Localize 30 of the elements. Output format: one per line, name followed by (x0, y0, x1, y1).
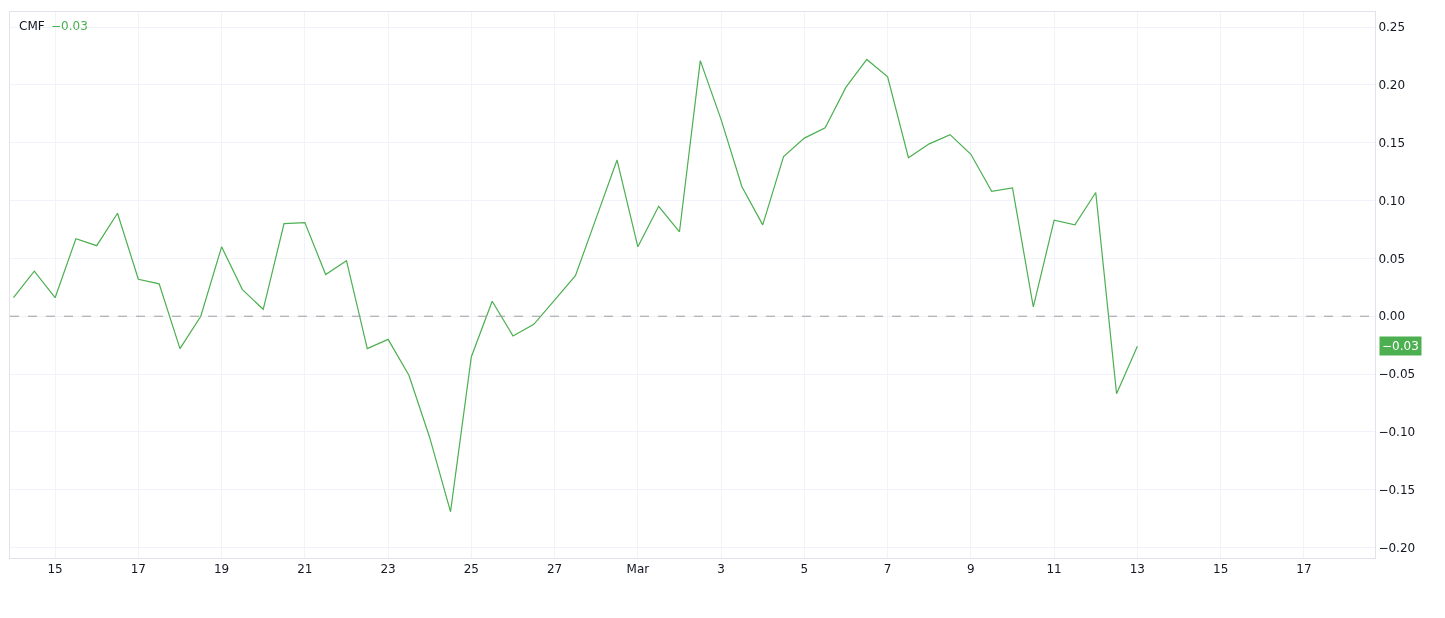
line-series (12, 58, 1138, 513)
annotation: −0.03 (51, 19, 88, 33)
y-tick-label: −0.20 (1378, 540, 1416, 555)
y-tick-label: 0.10 (1378, 193, 1406, 208)
x-tick-label: 27 (546, 562, 563, 577)
x-tick-label: 23 (380, 562, 396, 577)
x-tick-label: 11 (1046, 562, 1062, 577)
y-tick-label: 0.15 (1378, 135, 1406, 150)
y-tick-label: 0.25 (1378, 20, 1406, 35)
x-tick-label: 25 (463, 562, 479, 577)
y-tick-label: 0.05 (1378, 251, 1406, 266)
y-tick-label: −0.10 (1378, 425, 1416, 440)
x-tick-label: 15 (47, 562, 63, 577)
x-tick-label: 3 (717, 562, 725, 577)
x-tick-label: 5 (800, 562, 809, 577)
x-tick-label: 21 (297, 562, 313, 577)
x-tick-label: 13 (1129, 562, 1146, 577)
x-tick-label: 15 (1213, 562, 1229, 577)
text: −0.03 (1382, 339, 1419, 353)
x-tick-label: 17 (1296, 562, 1312, 577)
x-tick-label: 9 (967, 562, 975, 577)
x-tick-label: 19 (213, 562, 230, 577)
y-tick-label: −0.15 (1378, 482, 1416, 497)
x-tick-label: 17 (130, 562, 146, 577)
x-tick-label: Mar (626, 562, 650, 577)
y-tick-label: 0.20 (1378, 78, 1406, 93)
y-tick-label: 0.00 (1378, 309, 1406, 324)
text: CMF (19, 19, 45, 33)
y-tick-label: −0.05 (1378, 367, 1416, 382)
x-tick-label: 7 (883, 562, 892, 577)
